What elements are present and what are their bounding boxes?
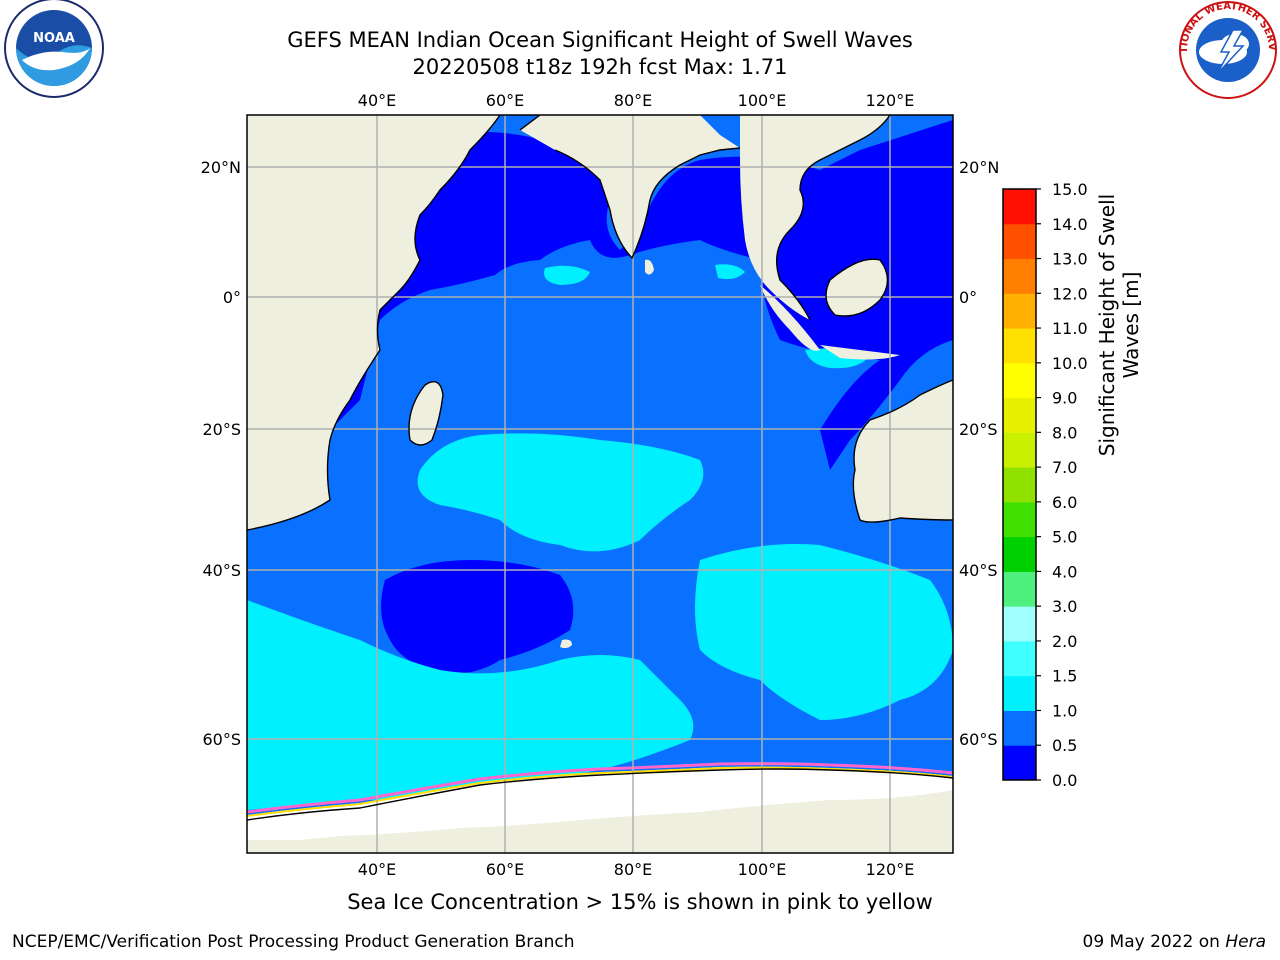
map-frame (246, 114, 954, 854)
chart-subtitle: 20220508 t18z 192h fcst Max: 1.71 (412, 55, 788, 79)
colorbar-segment (1003, 640, 1036, 677)
sea-ice-note: Sea Ice Concentration > 15% is shown in … (347, 890, 933, 914)
lon-tick-label: 60°E (486, 860, 524, 879)
lon-tick-label: 120°E (866, 91, 915, 110)
lon-tick-label: 40°E (358, 91, 396, 110)
lat-tick-label: 0° (223, 288, 241, 307)
longitude-labels-top: 40°E 60°E 80°E 100°E 120°E (358, 91, 915, 110)
colorbar-segment (1003, 467, 1036, 503)
lon-tick-label: 80°E (614, 91, 652, 110)
colorbar-segment (1003, 362, 1036, 399)
footer-date: 09 May 2022 on Hera (1082, 932, 1267, 952)
lon-tick-label: 60°E (486, 91, 524, 110)
colorbar-segment (1003, 606, 1036, 642)
colorbar-tick-label: 2.0 (1052, 632, 1077, 651)
colorbar-tick-label: 1.5 (1052, 667, 1077, 686)
colorbar-tick-label: 1.0 (1052, 701, 1077, 720)
ice-edge-pink (247, 762, 953, 814)
colorbar-tick-label: 8.0 (1052, 423, 1077, 442)
colorbar-tick-label: 3.0 (1052, 597, 1077, 616)
colorbar-tick-label: 4.0 (1052, 562, 1077, 581)
lat-tick-label: 60°S (959, 730, 998, 749)
lat-tick-label: 60°S (202, 730, 241, 749)
colorbar-tick-label: 9.0 (1052, 389, 1077, 408)
colorbar-segment (1003, 745, 1036, 781)
lon-tick-label: 120°E (866, 860, 915, 879)
colorbar-segment (1003, 328, 1036, 364)
map-panel (247, 115, 953, 853)
latitude-labels-left: 20°N 0° 20°S 40°S 60°S (201, 158, 241, 749)
longitude-labels-bottom: 40°E 60°E 80°E 100°E 120°E (358, 860, 915, 879)
gridlines (247, 115, 953, 853)
colorbar-tick-label: 14.0 (1052, 215, 1088, 234)
colorbar-tick-label: 11.0 (1052, 319, 1088, 338)
colorbar-tick-label: 0.5 (1052, 736, 1077, 755)
swell-band-1.0-1.5 (247, 264, 953, 810)
colorbar-label: Significant Height of Swell Waves [m] (1095, 193, 1143, 457)
colorbar: 0.0 0.5 1.0 1.5 2.0 3.0 4.0 5.0 6.0 7.0 8.0 9.0 10.0… (1002, 180, 1088, 790)
colorbar-segment (1003, 536, 1036, 572)
colorbar-tick-label: 6.0 (1052, 493, 1077, 512)
lon-tick-label: 40°E (358, 860, 396, 879)
colorbar-segment (1003, 258, 1036, 294)
colorbar-tick-label: 12.0 (1052, 284, 1088, 303)
sea-ice-zone (247, 766, 953, 840)
colorbar-segment (1003, 675, 1036, 711)
lat-tick-label: 20°N (959, 158, 999, 177)
chart-title: GEFS MEAN Indian Ocean Significant Heigh… (287, 28, 913, 52)
lat-tick-label: 20°S (959, 420, 998, 439)
footer-credit: NCEP/EMC/Verification Post Processing Pr… (12, 932, 575, 952)
colorbar-segment (1003, 293, 1036, 329)
colorbar-tick-label: 5.0 (1052, 528, 1077, 547)
lat-tick-label: 40°S (959, 561, 998, 580)
lat-tick-label: 20°S (202, 420, 241, 439)
colorbar-segment (1003, 223, 1036, 260)
ice-edge-yellow (247, 766, 953, 817)
noaa-logo: NOAA (4, 0, 104, 98)
lat-tick-label: 0° (959, 288, 977, 307)
noaa-logo-text: NOAA (33, 31, 75, 46)
lon-tick-label: 100°E (738, 91, 787, 110)
colorbar-segment (1003, 432, 1036, 468)
colorbar-frame (1002, 188, 1037, 781)
colorbar-segment (1003, 710, 1036, 746)
colorbar-segment (1003, 397, 1036, 433)
latitude-labels-right: 20°N 0° 20°S 40°S 60°S (959, 158, 999, 749)
colorbar-tick-label: 10.0 (1052, 354, 1088, 373)
colorbar-segment (1003, 501, 1036, 538)
lon-tick-label: 80°E (614, 860, 652, 879)
lon-tick-label: 100°E (738, 860, 787, 879)
colorbar-segment (1003, 189, 1036, 225)
lat-tick-label: 40°S (202, 561, 241, 580)
nws-logo: NATIONAL WEATHER SERVICE (1177, 0, 1277, 99)
coastlines (247, 115, 953, 821)
colorbar-tick-label: 0.0 (1052, 771, 1077, 790)
colorbar-segment (1003, 571, 1036, 607)
lat-tick-label: 20°N (201, 158, 241, 177)
colorbar-tick-label: 7.0 (1052, 458, 1077, 477)
colorbar-tick-label: 13.0 (1052, 250, 1088, 269)
colorbar-tick-label: 15.0 (1052, 180, 1088, 199)
